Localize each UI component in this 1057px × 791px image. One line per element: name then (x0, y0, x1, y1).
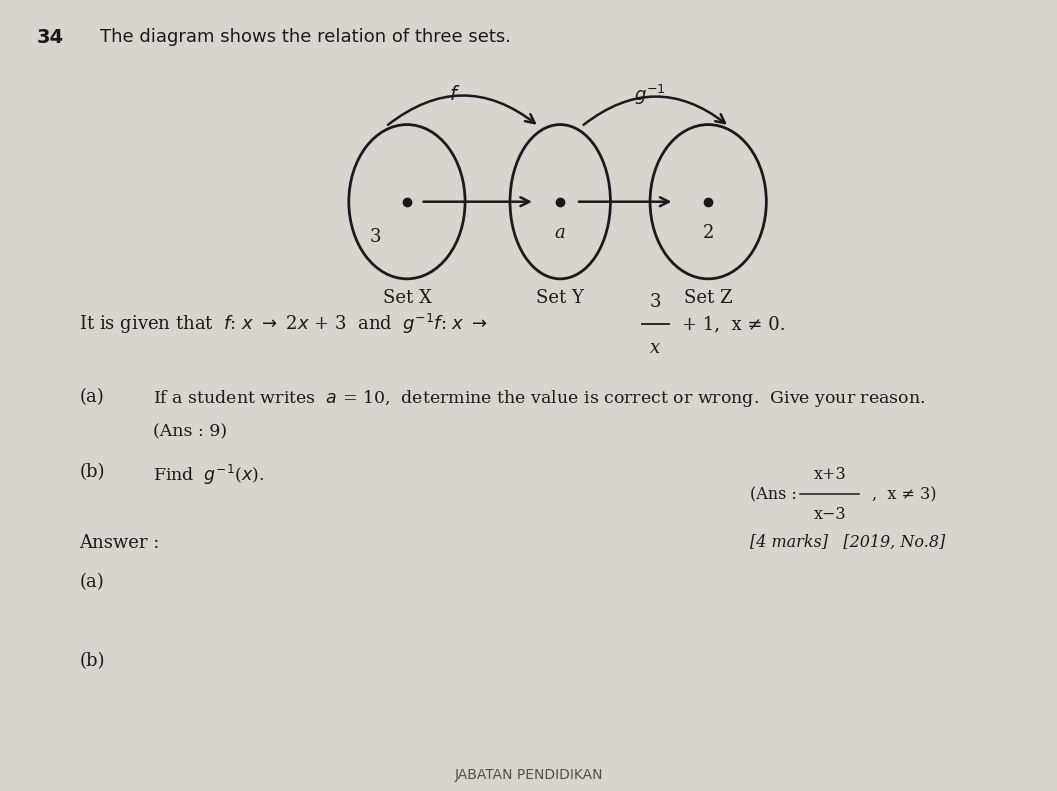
Text: JABATAN PENDIDIKAN: JABATAN PENDIDIKAN (455, 767, 602, 782)
Text: x−3: x−3 (814, 505, 846, 523)
Text: Set X: Set X (383, 289, 431, 307)
Text: (b): (b) (79, 653, 105, 671)
Text: a: a (555, 225, 565, 242)
Text: $f$: $f$ (449, 85, 460, 104)
Text: 34: 34 (37, 28, 64, 47)
Text: Set Z: Set Z (684, 289, 733, 307)
Text: (Ans : 9): (Ans : 9) (153, 423, 227, 440)
Text: 2: 2 (703, 225, 713, 242)
Text: 3: 3 (650, 293, 661, 311)
Text: 3: 3 (370, 229, 381, 246)
Text: x+3: x+3 (814, 466, 846, 483)
Text: $g^{-1}$: $g^{-1}$ (634, 83, 666, 107)
Text: ,  x ≠ 3): , x ≠ 3) (872, 486, 937, 503)
Text: (a): (a) (79, 388, 104, 406)
Text: (a): (a) (79, 573, 104, 592)
FancyArrowPatch shape (388, 96, 535, 125)
Text: (Ans :: (Ans : (750, 486, 802, 503)
FancyArrowPatch shape (583, 97, 725, 125)
Text: [4 marks]   [2019, No.8]: [4 marks] [2019, No.8] (750, 534, 946, 551)
Text: Find  $g^{-1}$($x$).: Find $g^{-1}$($x$). (153, 463, 264, 486)
Text: + 1,  x ≠ 0.: + 1, x ≠ 0. (682, 316, 785, 333)
Text: Answer :: Answer : (79, 534, 160, 552)
Text: Set Y: Set Y (536, 289, 585, 307)
Text: It is given that  $f$: $x$ $\rightarrow$ 2$x$ + 3  and  $g^{-1}f$: $x$ $\rightar: It is given that $f$: $x$ $\rightarrow$ … (79, 312, 488, 336)
Text: The diagram shows the relation of three sets.: The diagram shows the relation of three … (100, 28, 512, 46)
Text: (b): (b) (79, 463, 105, 481)
Text: If a student writes  $a$ = 10,  determine the value is correct or wrong.  Give y: If a student writes $a$ = 10, determine … (153, 388, 926, 409)
Text: x: x (650, 339, 661, 357)
